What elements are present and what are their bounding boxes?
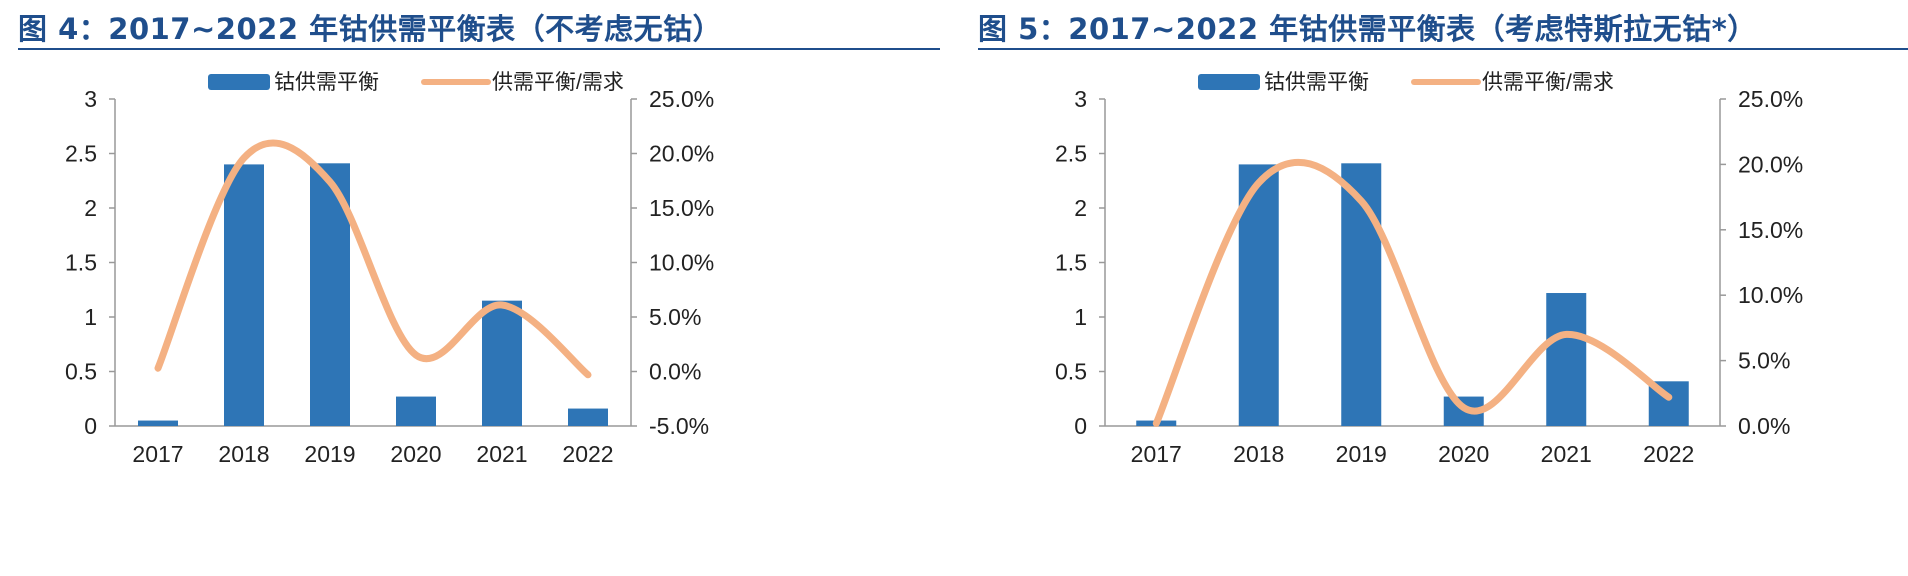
right-tick-label: 10.0% (649, 250, 714, 276)
x-tick-label: 2021 (476, 441, 527, 467)
left-tick-label: 1 (1074, 304, 1087, 330)
left-tick-label: 0 (1074, 413, 1087, 439)
left-tick-label: 0 (84, 413, 97, 439)
right-tick-label: 5.0% (649, 304, 701, 330)
figure-5-title-rule (978, 48, 1908, 50)
x-tick-label: 2017 (1131, 441, 1182, 467)
right-tick-label: 0.0% (1738, 413, 1790, 439)
left-tick-label: 1.5 (1055, 250, 1087, 276)
left-tick-label: 0.5 (65, 359, 97, 385)
right-tick-label: 15.0% (1738, 217, 1803, 243)
figure-5-panel: 图 5：2017~2022 年钴供需平衡表（考虑特斯拉无钴*） 钴供需平衡 供需平… (960, 0, 1908, 576)
figure-5-chart: 钴供需平衡 供需平衡/需求 0 0.5 1 1.5 2 2.5 3 0.0% 5.0% 10.0% 15… (1055, 71, 1803, 467)
x-tick-label: 2019 (304, 441, 355, 467)
right-tick-label: 25.0% (1738, 86, 1803, 112)
x-tick-label: 2020 (1438, 441, 1489, 467)
legend: 钴供需平衡 供需平衡/需求 (1198, 71, 1614, 94)
left-tick-label: 2.5 (1055, 141, 1087, 167)
left-tick-label: 1.5 (65, 250, 97, 276)
right-tick-label: 5.0% (1738, 348, 1790, 374)
right-tick-label: 25.0% (649, 86, 714, 112)
left-tick-label: 2 (84, 195, 97, 221)
ratio-line (1152, 158, 1673, 427)
x-tick-label: 2022 (1643, 441, 1694, 467)
left-tick-label: 3 (1074, 86, 1087, 112)
left-tick-label: 0.5 (1055, 359, 1087, 385)
right-tick-label: 15.0% (649, 195, 714, 221)
legend-bar-label: 钴供需平衡 (274, 71, 379, 94)
figure-4-title-rule (18, 48, 940, 50)
figure-5-title: 图 5：2017~2022 年钴供需平衡表（考虑特斯拉无钴*） (978, 12, 1757, 46)
legend-bar-swatch (208, 74, 270, 90)
legend-bar-swatch (1198, 74, 1260, 90)
figure-4-panel: 图 4：2017~2022 年钴供需平衡表（不考虑无钴） 钴供需平衡 供需平衡/需… (0, 0, 940, 576)
bar-2021 (1546, 293, 1587, 426)
bar-2018 (224, 164, 264, 426)
x-tick-label: 2018 (218, 441, 269, 467)
left-tick-label: 2.5 (65, 141, 97, 167)
right-tick-label: -5.0% (649, 413, 709, 439)
right-tick-label: 10.0% (1738, 282, 1803, 308)
legend: 钴供需平衡 供需平衡/需求 (208, 71, 624, 94)
legend-bar-label: 钴供需平衡 (1264, 71, 1369, 94)
right-tick-label: 20.0% (649, 141, 714, 167)
x-tick-label: 2021 (1541, 441, 1592, 467)
right-tick-label: 20.0% (1738, 151, 1803, 177)
bar-2019 (1341, 163, 1382, 426)
left-tick-label: 1 (84, 304, 97, 330)
x-tick-label: 2018 (1233, 441, 1284, 467)
bar-2017 (138, 420, 178, 426)
bar-2022 (568, 408, 608, 426)
legend-line-label: 供需平衡/需求 (1482, 71, 1614, 94)
bar-2021 (482, 300, 522, 426)
legend-line-label: 供需平衡/需求 (492, 71, 624, 94)
figure-4-chart: 钴供需平衡 供需平衡/需求 0 0.5 1 1.5 2 2.5 3 -5.0% 0.0% 5.0% 10… (65, 71, 714, 467)
x-tick-label: 2019 (1336, 441, 1387, 467)
x-tick-label: 2020 (390, 441, 441, 467)
ratio-line (154, 139, 592, 379)
left-tick-label: 3 (84, 86, 97, 112)
x-tick-label: 2022 (562, 441, 613, 467)
bar-2020 (396, 396, 436, 426)
left-tick-label: 2 (1074, 195, 1087, 221)
x-tick-label: 2017 (132, 441, 183, 467)
figure-4-title: 图 4：2017~2022 年钴供需平衡表（不考虑无钴） (18, 12, 723, 46)
right-tick-label: 0.0% (649, 359, 701, 385)
